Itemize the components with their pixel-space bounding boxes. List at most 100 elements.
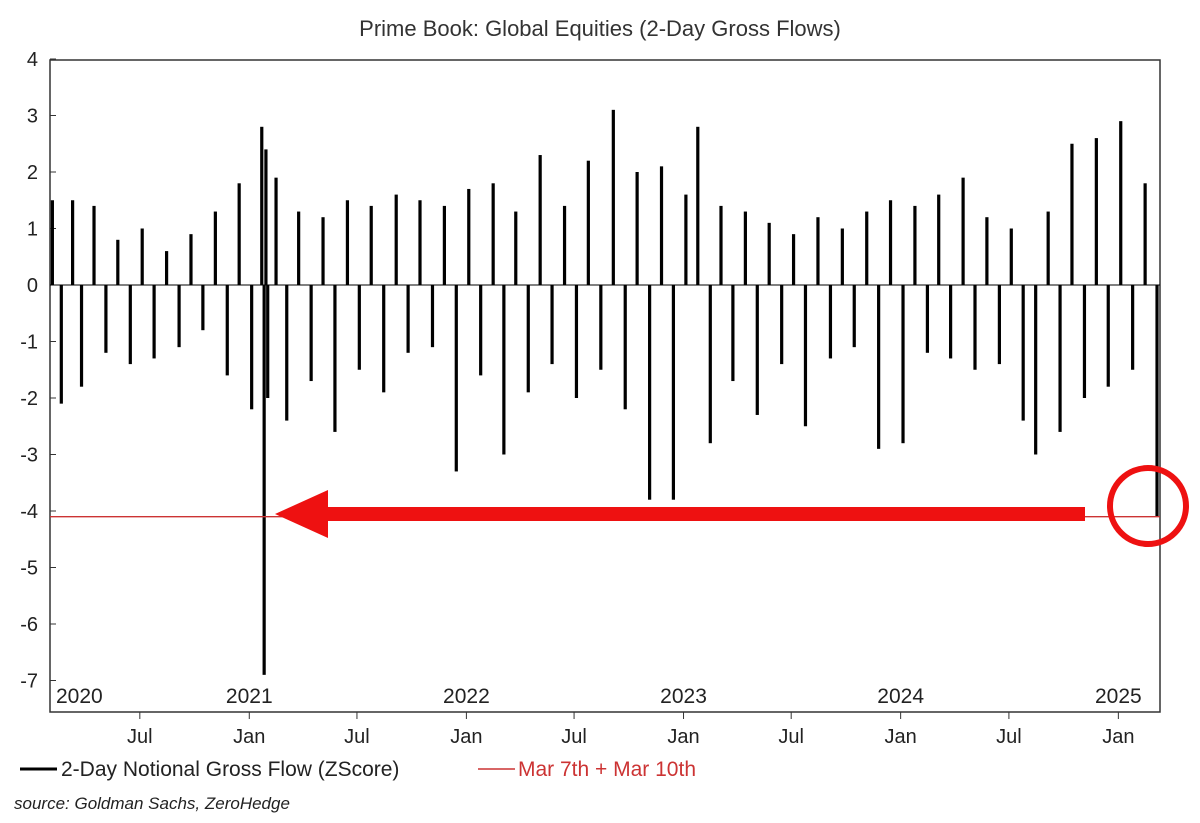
flow-bar bbox=[937, 194, 941, 285]
flow-bar bbox=[1070, 143, 1074, 285]
flow-bar bbox=[382, 285, 386, 393]
flow-bar bbox=[369, 205, 373, 285]
flow-bar bbox=[406, 285, 410, 353]
x-month-label: Jul bbox=[127, 726, 153, 748]
flow-bar bbox=[574, 285, 579, 398]
flow-bar bbox=[104, 285, 108, 353]
flow-bar bbox=[901, 285, 905, 444]
flow-bar bbox=[345, 200, 350, 285]
x-year-label: 2023 bbox=[660, 685, 707, 708]
flow-bar bbox=[250, 285, 254, 410]
flow-bars bbox=[50, 109, 1159, 675]
flow-bar bbox=[262, 285, 266, 675]
annotation-circle bbox=[1107, 465, 1189, 547]
flow-bar bbox=[586, 160, 590, 285]
flow-bar bbox=[1155, 285, 1159, 517]
y-tick-label: -3 bbox=[20, 445, 38, 467]
flow-bar bbox=[128, 285, 132, 365]
y-tick-label: -5 bbox=[20, 558, 38, 580]
flow-bar bbox=[767, 222, 771, 285]
y-tick-label: -2 bbox=[20, 388, 38, 410]
flow-bar bbox=[840, 228, 844, 285]
flow-bar bbox=[394, 194, 398, 285]
flow-bar bbox=[164, 251, 169, 285]
flow-bar bbox=[925, 285, 930, 353]
flow-bar bbox=[59, 285, 63, 404]
x-axis: 2020 2021 2022 2023 2024 2025 Jul Jan Jul Jan Jul J… bbox=[56, 685, 1142, 748]
flow-bar bbox=[357, 285, 361, 370]
flow-bar bbox=[684, 194, 688, 285]
flow-bar bbox=[1082, 285, 1087, 398]
flow-bar bbox=[708, 285, 712, 444]
y-tick-label: -4 bbox=[20, 501, 38, 523]
y-tick-label: -1 bbox=[20, 332, 38, 354]
x-month-label: Jan bbox=[450, 726, 482, 748]
y-tick-label: 4 bbox=[27, 49, 38, 71]
flow-bar bbox=[321, 217, 325, 285]
flow-bar bbox=[1094, 138, 1098, 285]
flow-bar bbox=[696, 126, 700, 285]
flow-bar bbox=[550, 285, 554, 365]
flow-bar bbox=[780, 285, 784, 365]
flow-bar bbox=[418, 200, 422, 285]
flow-bar bbox=[816, 217, 820, 285]
flow-bar bbox=[997, 285, 1001, 365]
x-month-label: Jul bbox=[778, 726, 804, 748]
flow-bar bbox=[430, 285, 435, 348]
flow-bar bbox=[79, 285, 84, 387]
flow-bar bbox=[1021, 285, 1025, 421]
flow-bar bbox=[237, 183, 241, 285]
y-tick-label: -6 bbox=[20, 614, 38, 636]
flow-bar bbox=[274, 177, 278, 285]
flow-bar bbox=[562, 205, 567, 285]
flow-bar bbox=[140, 228, 144, 285]
flow-bar bbox=[755, 285, 759, 415]
flow-bar bbox=[502, 285, 506, 455]
legend-series1-label: 2-Day Notional Gross Flow (ZScore) bbox=[61, 758, 399, 781]
flow-bar bbox=[865, 211, 869, 285]
x-month-label: Jul bbox=[344, 726, 370, 748]
y-tick-label: 3 bbox=[27, 106, 38, 128]
flow-bar bbox=[491, 183, 495, 285]
x-month-label: Jul bbox=[996, 726, 1022, 748]
chart-title: Prime Book: Global Equities (2-Day Gross… bbox=[359, 16, 841, 41]
source-note: source: Goldman Sachs, ZeroHedge bbox=[14, 794, 290, 813]
flow-bar bbox=[973, 285, 977, 370]
flow-bar bbox=[266, 285, 270, 398]
x-month-label: Jul bbox=[561, 726, 587, 748]
flow-bar bbox=[514, 211, 518, 285]
flow-bar bbox=[623, 285, 627, 410]
flow-bar bbox=[201, 285, 205, 331]
flow-bar bbox=[538, 155, 542, 285]
flow-bar bbox=[1131, 285, 1135, 370]
flow-bar bbox=[888, 200, 893, 285]
x-month-label: Jan bbox=[1102, 726, 1134, 748]
flow-bar bbox=[213, 211, 217, 285]
flow-bar bbox=[1143, 183, 1147, 285]
flow-bar bbox=[152, 285, 156, 359]
flow-bar bbox=[526, 285, 530, 393]
flow-bar bbox=[71, 200, 75, 285]
flow-bar bbox=[442, 205, 446, 285]
flow-bar bbox=[50, 200, 54, 285]
flow-bar bbox=[467, 188, 471, 285]
flow-bar bbox=[1119, 121, 1123, 286]
flow-bar bbox=[659, 166, 664, 285]
x-year-label: 2024 bbox=[877, 685, 924, 708]
flow-bar bbox=[333, 285, 337, 432]
flow-bar bbox=[961, 177, 965, 285]
flow-bar bbox=[309, 285, 313, 382]
x-year-label: 2020 bbox=[56, 685, 103, 708]
flow-bar bbox=[264, 149, 268, 285]
plot-frame bbox=[49, 59, 1161, 713]
flow-bar bbox=[791, 234, 796, 285]
flow-bar bbox=[985, 217, 989, 285]
flow-bar bbox=[803, 285, 808, 427]
x-year-label: 2022 bbox=[443, 685, 490, 708]
flow-bar bbox=[1106, 285, 1110, 387]
flow-bar bbox=[1034, 285, 1038, 455]
flow-bar bbox=[743, 211, 747, 285]
legend: 2-Day Notional Gross Flow (ZScore) Mar 7… bbox=[20, 758, 696, 781]
flow-bar bbox=[1009, 228, 1013, 285]
